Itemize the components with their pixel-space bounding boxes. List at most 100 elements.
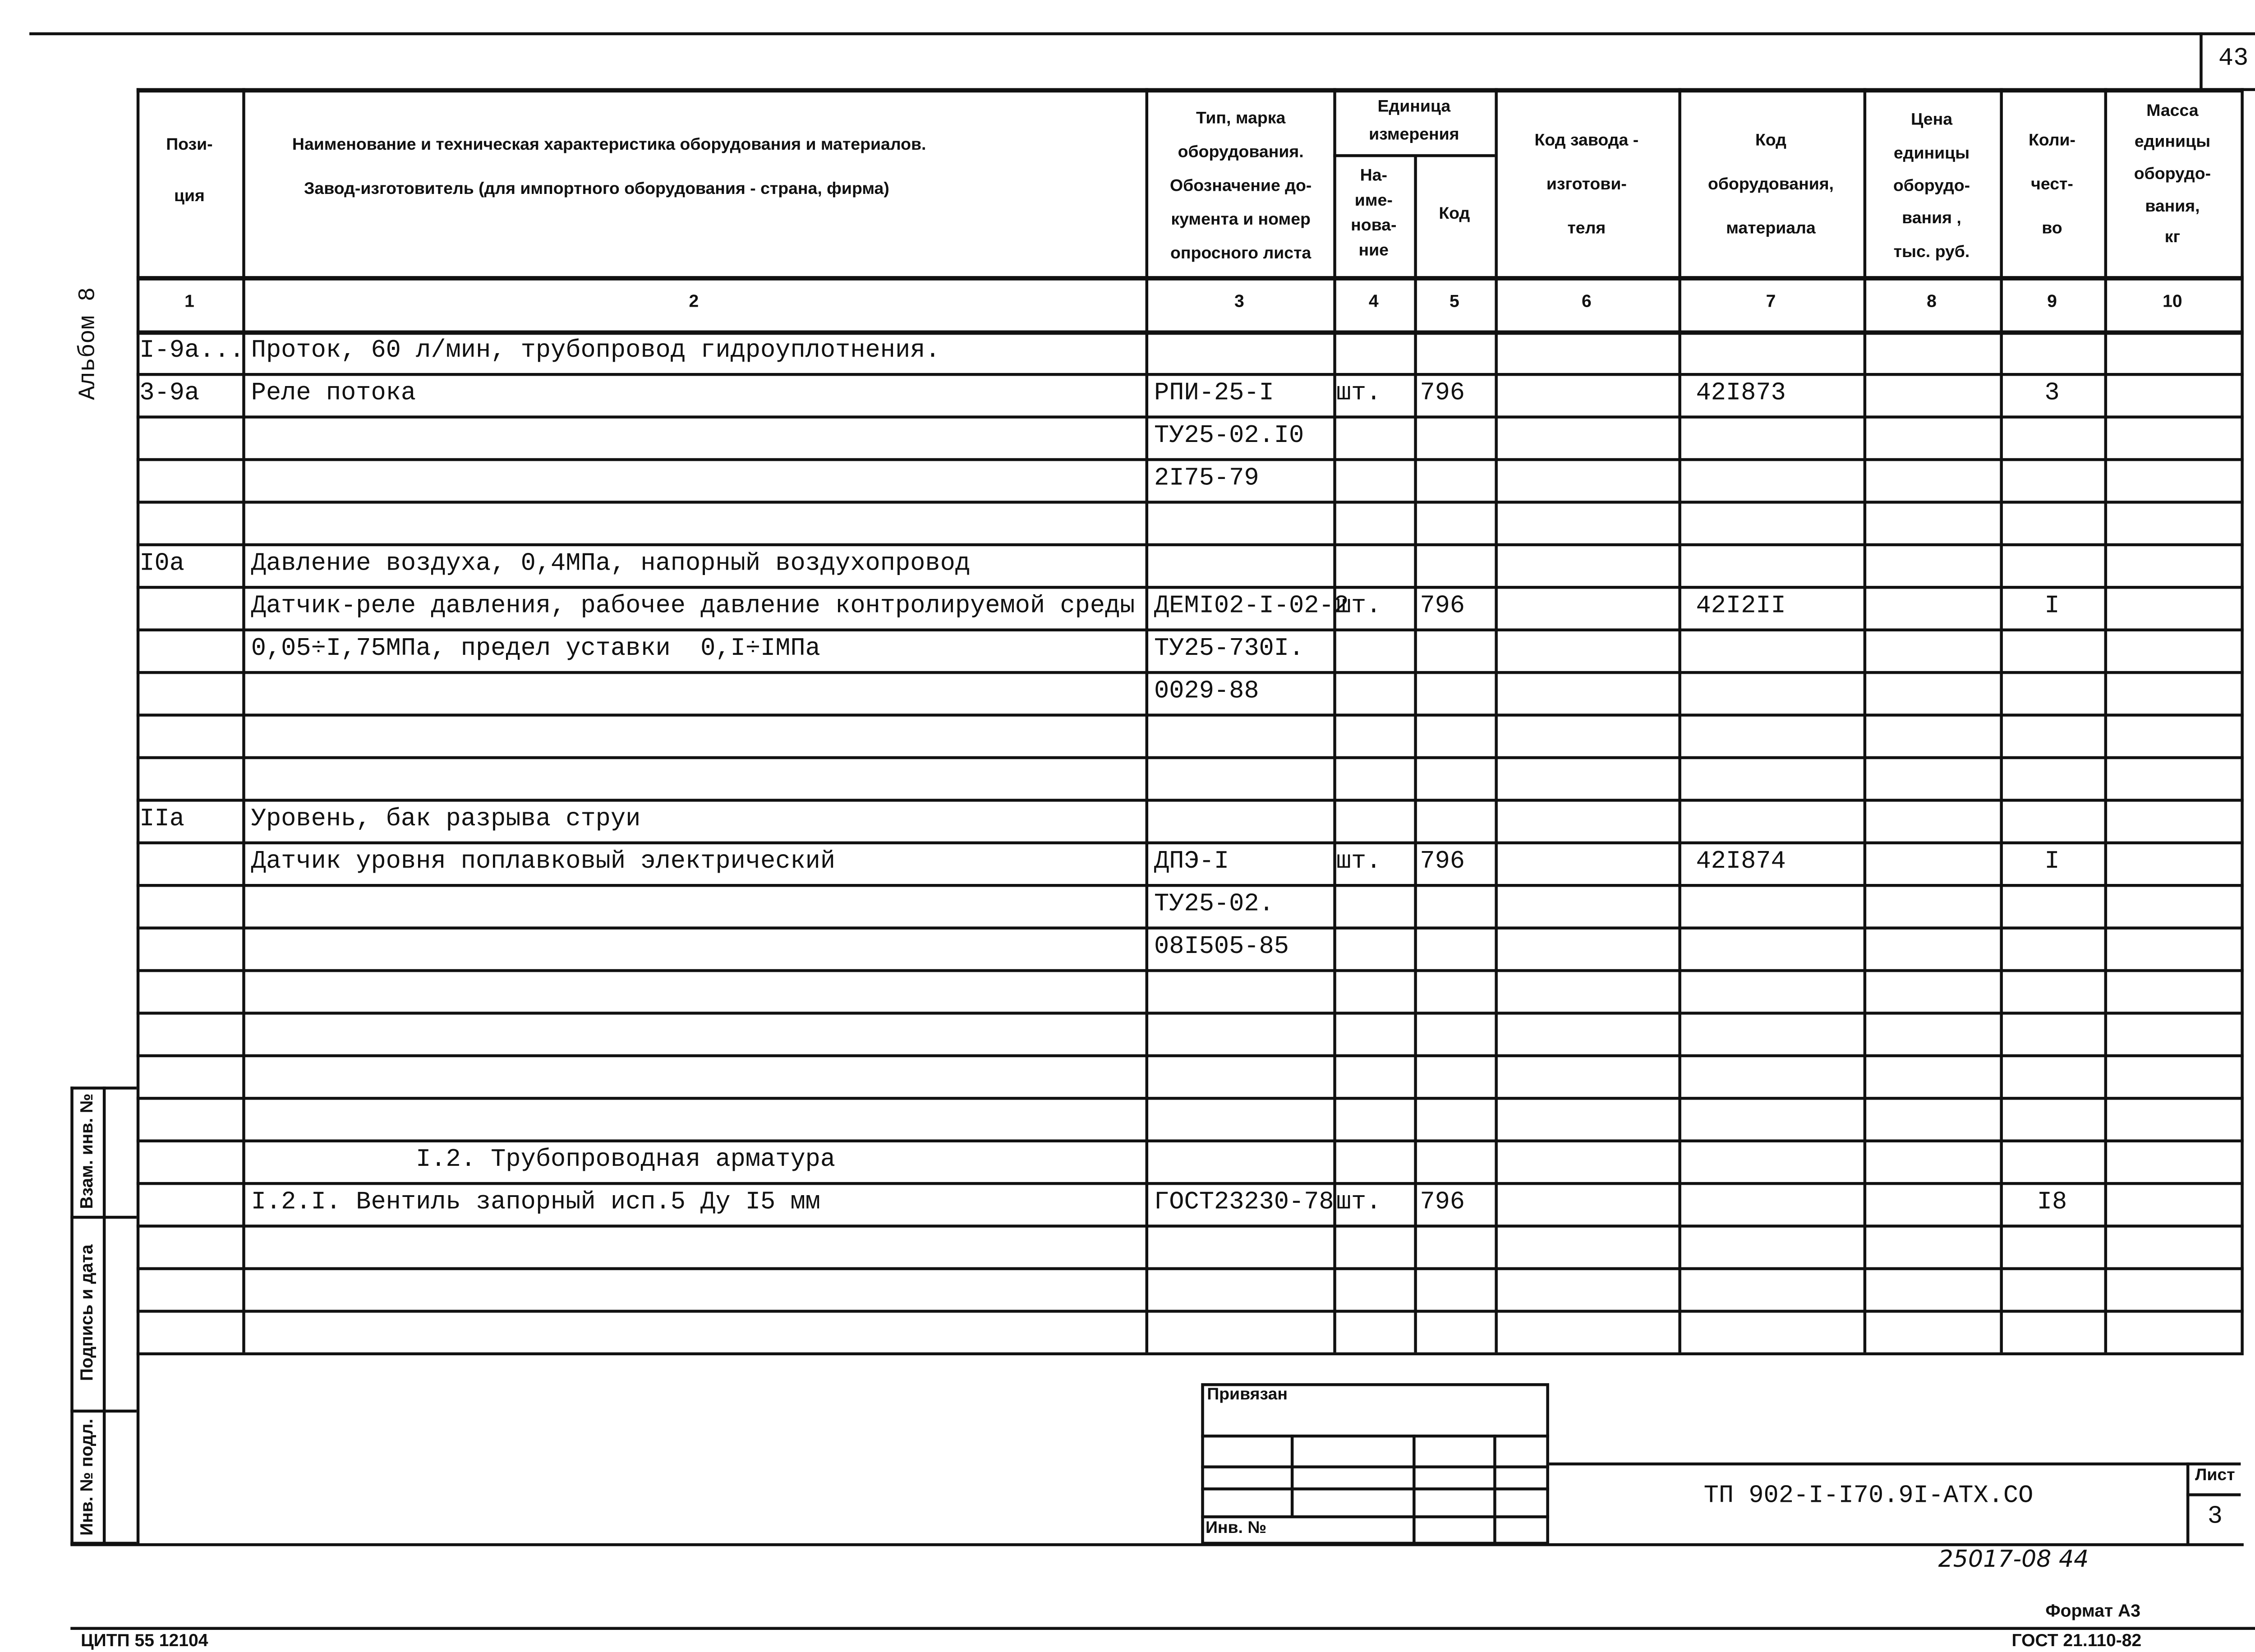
column-line <box>1863 88 1867 1353</box>
column-number: 8 <box>1927 290 1937 312</box>
header-line: Наименование и техническая характеристик… <box>292 137 926 155</box>
cell-col-4: шт. <box>1336 593 1381 621</box>
header-line: единицы <box>2134 134 2211 152</box>
row-line <box>136 1224 2244 1228</box>
row-line <box>136 628 2244 631</box>
cell-col-5: 796 <box>1420 380 1465 409</box>
header-factory-code: Код завода - изготови-теля <box>1495 120 1678 253</box>
header-line: Код <box>1755 132 1786 150</box>
row-line <box>136 713 2244 717</box>
header-line: нова- <box>1351 216 1397 235</box>
header-line: вания, <box>2145 198 2200 216</box>
cell-col-1: I0а <box>139 550 184 579</box>
sheet-label: Лист <box>2195 1467 2235 1485</box>
row-line <box>136 1139 2244 1143</box>
column-line <box>1414 156 1417 1353</box>
header-line: ние <box>1358 241 1389 259</box>
header-line: Коли- <box>2028 132 2076 150</box>
row-line <box>136 415 2244 419</box>
cell-col-4: шт. <box>1336 380 1381 409</box>
title-vline <box>1493 1434 1496 1545</box>
side-stamp-divider <box>102 1086 106 1545</box>
document-code: ТП 902-I-I70.9I-АТХ.СО <box>1703 1483 2034 1511</box>
header-line: Цена <box>1910 112 1953 130</box>
header-name: Наименование и техническая характеристик… <box>242 125 1145 213</box>
orig-inv-label: Инв. № подл. <box>76 1418 97 1536</box>
header-line: единицы <box>1893 145 1970 163</box>
row-line <box>136 543 2244 547</box>
title-vline <box>1290 1434 1294 1517</box>
cell-col-2: I.2. Трубопроводная арматура <box>251 1146 836 1175</box>
row-line <box>136 1054 2244 1058</box>
column-number: 7 <box>1766 290 1776 312</box>
row-line <box>136 458 2244 461</box>
header-line: Единица <box>1377 97 1451 115</box>
cell-col-3: ГОСТ23230-78 <box>1154 1189 1334 1218</box>
cell-col-7: 42I2II <box>1696 593 1786 621</box>
column-line <box>2000 88 2003 1353</box>
row-line <box>136 1097 2244 1100</box>
cell-col-5: 796 <box>1420 1189 1465 1218</box>
header-line: материала <box>1726 220 1816 238</box>
title-line <box>1201 1434 1549 1438</box>
cell-col-2: Датчик-реле давления, рабочее давление к… <box>251 593 1135 621</box>
cell-col-3: ДЕМI02-I-02-2 <box>1154 593 1349 621</box>
cell-col-1: 3-9а <box>139 380 200 409</box>
title-vline <box>1413 1434 1416 1545</box>
header-line: Тип, марка <box>1196 110 1286 128</box>
header-line: ция <box>174 187 205 205</box>
cell-col-7: 42I874 <box>1696 848 1786 877</box>
row-line <box>136 926 2244 930</box>
header-line: Код <box>1439 206 1470 224</box>
row-line <box>136 841 2244 845</box>
header-line: Масса <box>2146 102 2199 120</box>
header-line: опросного листа <box>1170 246 1312 264</box>
album-label: Альбом 8 <box>75 287 101 400</box>
column-line <box>1678 88 1681 1353</box>
header-line: Завод-изготовитель (для импортного обору… <box>304 180 889 198</box>
cell-col-2: 0,05÷I,75МПа, предел уставки 0,I÷IМПа <box>251 635 820 664</box>
header-mass: Масса единицы оборудо-вания, кг <box>2104 97 2241 256</box>
sheet-number: 3 <box>2207 1503 2223 1532</box>
cell-col-3: 08I505-85 <box>1154 934 1289 962</box>
column-number: 9 <box>2047 290 2057 312</box>
column-line <box>1145 88 1149 1353</box>
cell-col-3: 2I75-79 <box>1154 465 1259 493</box>
column-number: 10 <box>2163 290 2182 312</box>
cell-col-2: Реле потока <box>251 380 416 409</box>
row-line <box>136 884 2244 887</box>
row-line <box>136 373 2244 376</box>
header-price: Цена единицы оборудо-вания , тыс. руб. <box>1864 106 2000 270</box>
cell-col-3: ТУ25-730I. <box>1154 635 1304 664</box>
header-line: вания , <box>1902 211 1961 229</box>
sheet-line <box>2186 1493 2241 1496</box>
header-type: Тип, марка оборудования. Обозначение до-ку… <box>1148 103 1333 273</box>
header-line: тыс. руб. <box>1893 244 1970 262</box>
cell-col-2: Датчик уровня поплавковый электрический <box>251 848 836 877</box>
cell-col-3: ДПЭ-I <box>1154 848 1229 877</box>
cell-col-4: шт. <box>1336 1189 1381 1218</box>
row-line <box>136 501 2244 504</box>
title-line <box>1201 1515 1549 1519</box>
column-number: 1 <box>184 290 194 312</box>
header-equipment-code: Код оборудования, материала <box>1678 120 1863 253</box>
format-label: Формат А3 <box>2045 1600 2140 1621</box>
row-line <box>136 1182 2244 1185</box>
header-line: име- <box>1354 192 1393 210</box>
header-line: Обозначение до- <box>1170 178 1312 196</box>
column-number: 4 <box>1368 290 1379 312</box>
title-line <box>1549 1462 2241 1466</box>
page-number: 43 <box>2200 32 2255 91</box>
column-number: 5 <box>1449 290 1459 312</box>
row-line <box>136 1352 2244 1356</box>
header-line: изготови- <box>1546 176 1627 194</box>
cell-col-9: I <box>2044 848 2060 877</box>
row-line <box>136 1012 2244 1015</box>
frame-top-line <box>29 32 2255 36</box>
title-line <box>1201 1487 1549 1491</box>
cell-col-2: Давление воздуха, 0,4МПа, напорный возду… <box>251 550 971 579</box>
footer-left: ЦИТП 55 12104 <box>81 1629 208 1651</box>
frame-inner-bottom <box>70 1543 2244 1546</box>
header-line: оборудо- <box>2134 166 2211 184</box>
cell-col-3: РПИ-25-I <box>1154 380 1274 409</box>
